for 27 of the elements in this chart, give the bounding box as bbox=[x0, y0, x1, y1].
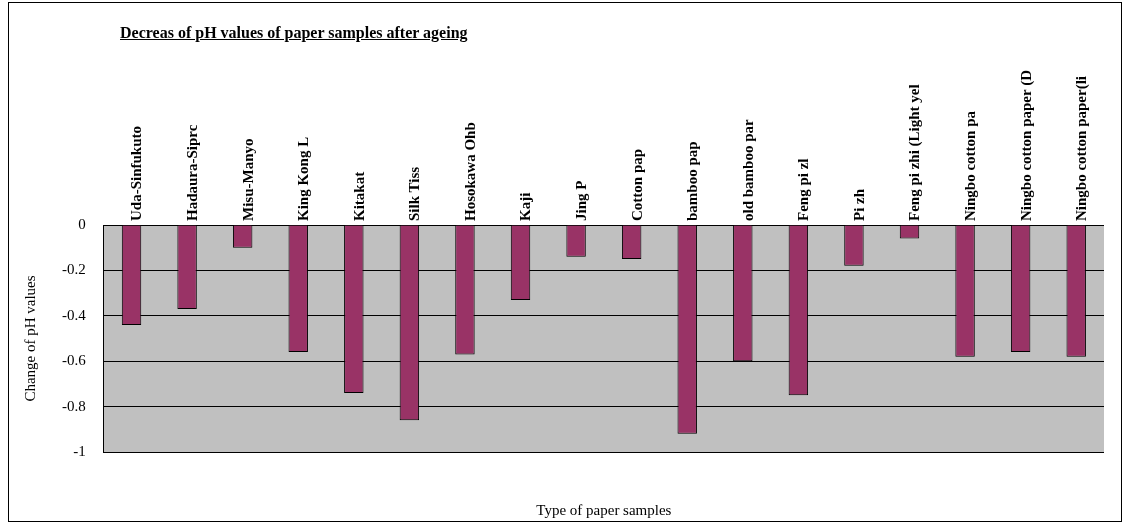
y-tick-label: -0.2 bbox=[62, 261, 86, 278]
x-tick-label: Feng pi zl bbox=[795, 158, 812, 221]
x-tick-label: Hadaura-Siprc bbox=[183, 124, 200, 221]
y-tick-label: -0.4 bbox=[62, 306, 87, 323]
x-tick-label: Cotton pap bbox=[628, 148, 645, 221]
x-tick-label: Ningbo cotton pa bbox=[961, 110, 978, 221]
x-tick-label: bamboo pap bbox=[684, 141, 701, 221]
y-tick-label: -1 bbox=[73, 442, 86, 459]
x-axis-title: Type of paper samples bbox=[536, 501, 672, 518]
x-tick-label: Hosokawa Ohb bbox=[461, 122, 478, 221]
x-tick-label: Ningbo cotton paper(li bbox=[1073, 75, 1091, 221]
y-axis-title: Change of pH values bbox=[21, 275, 38, 402]
x-tick-label: Silk Tiss bbox=[406, 166, 423, 221]
y-tick-label: -0.6 bbox=[62, 352, 87, 369]
x-tick-label: Kitakat bbox=[350, 171, 367, 221]
x-tick-label: Misu-Manyo bbox=[239, 138, 256, 221]
x-tick-label: old bamboo par bbox=[739, 118, 756, 221]
y-tick-label: -0.8 bbox=[62, 397, 86, 414]
x-tick-label: Pi zh bbox=[850, 188, 867, 221]
x-tick-label: King Kong L bbox=[295, 136, 312, 221]
y-tick-label: 0 bbox=[78, 215, 86, 232]
x-tick-label: Ningbo cotton paper (D bbox=[1017, 69, 1035, 221]
x-tick-label: Feng pi zhi (Light yel bbox=[906, 84, 924, 221]
x-tick-label: Jing P bbox=[572, 180, 589, 221]
chart-title: Decreas of pH values of paper samples after ageing bbox=[120, 24, 468, 42]
x-tick-label: Uda-Sinfukuto bbox=[128, 125, 145, 221]
x-tick-label: Kaji bbox=[517, 192, 534, 221]
